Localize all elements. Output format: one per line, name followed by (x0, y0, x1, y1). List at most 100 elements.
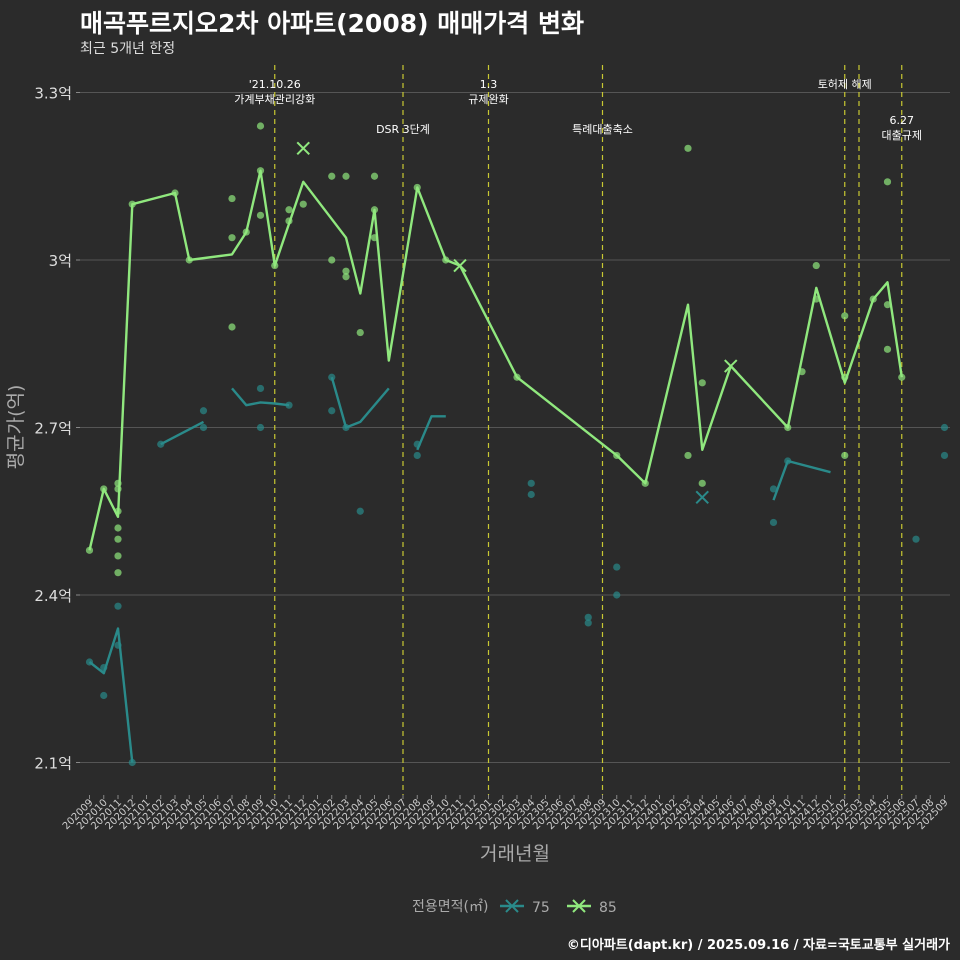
x-marker-stroke (296, 141, 310, 156)
data-point-75 (584, 613, 592, 621)
data-point-85 (370, 206, 379, 214)
data-point-85 (285, 206, 293, 214)
legend-label: 75 (532, 900, 550, 916)
data-point-75 (527, 490, 535, 499)
y-tick-label: 2.7억 (34, 419, 72, 437)
data-point-75 (157, 440, 165, 448)
event-label: '21.10.26 가계부채관리강화 (234, 78, 315, 106)
event-label: 6.27 대출규제 (882, 114, 922, 142)
series-points (85, 122, 949, 767)
data-point-85 (228, 234, 236, 242)
data-point-85 (812, 295, 820, 303)
x-marker-stroke (453, 258, 467, 273)
event-label: 특례대출축소 (572, 123, 633, 136)
data-point-85 (114, 479, 122, 487)
data-point-85 (271, 261, 279, 270)
data-point-85 (242, 228, 250, 236)
data-point-85 (413, 183, 421, 192)
data-point-75 (769, 485, 778, 493)
data-point-85 (869, 295, 877, 303)
data-point-85 (114, 507, 122, 515)
event-label: 1.3 규제완화 (468, 78, 508, 106)
data-point-75 (256, 423, 265, 432)
y-axis-label: 평균가(억) (5, 385, 27, 470)
data-point-85 (228, 194, 236, 203)
event-label-line: '21.10.26 (249, 78, 301, 91)
legend-title: 전용면적(㎡) (412, 899, 488, 915)
data-point-85 (613, 451, 621, 460)
data-point-75 (199, 423, 208, 432)
y-tick-label: 3억 (49, 252, 72, 270)
data-point-75 (356, 507, 364, 515)
data-point-75 (613, 563, 621, 571)
data-point-75 (769, 518, 778, 527)
series-line-75 (88, 627, 134, 763)
data-point-85 (256, 167, 265, 175)
y-axis-ticks: 2.1억 2.4억 2.7억 3억 3.3억 (34, 85, 80, 772)
data-point-85 (883, 345, 892, 353)
data-point-85 (114, 524, 122, 532)
data-point-85 (784, 423, 792, 432)
event-label-line: 6.27 (890, 114, 915, 127)
data-point-85 (85, 546, 94, 554)
series-line-75 (160, 420, 205, 446)
data-point-75 (342, 423, 350, 432)
data-point-85 (684, 451, 692, 460)
data-point-75 (114, 602, 122, 610)
data-point-75 (527, 479, 535, 487)
x-axis-label: 거래년월 (480, 843, 550, 865)
data-point-85 (328, 172, 336, 180)
grid-lines (80, 92, 950, 763)
data-point-85 (185, 256, 193, 264)
data-point-85 (128, 200, 136, 208)
data-point-75 (584, 619, 592, 627)
legend-item-75: 75 (500, 899, 550, 916)
data-point-85 (342, 267, 350, 275)
data-point-85 (883, 301, 892, 309)
series-line-85 (88, 169, 903, 551)
data-point-75 (912, 535, 920, 543)
legend-item-85: 85 (567, 899, 617, 916)
data-point-85 (798, 368, 806, 376)
source-caption: ©디아파트(dapt.kr) / 2025.09.16 / 자료=국토교통부 실… (566, 938, 950, 953)
data-point-85 (684, 144, 692, 152)
legend-swatch-x (572, 899, 586, 913)
series-lines (88, 169, 903, 763)
data-point-75 (940, 451, 949, 460)
x-marker-stroke (695, 490, 709, 504)
data-point-75 (128, 758, 136, 767)
legend-label: 85 (599, 900, 617, 916)
x-marker-stroke (724, 359, 738, 373)
data-point-85 (256, 211, 265, 219)
data-point-85 (299, 200, 307, 208)
y-tick-label: 3.3억 (34, 85, 72, 103)
x-marker-75 (695, 490, 709, 504)
data-point-75 (613, 591, 621, 599)
data-point-85 (342, 273, 350, 281)
data-point-75 (285, 401, 293, 409)
event-label-line: 가계부채관리강화 (234, 93, 315, 106)
data-point-75 (328, 373, 336, 381)
series-line-75 (772, 459, 831, 501)
data-point-85 (356, 328, 364, 337)
y-tick-label: 2.1억 (34, 754, 72, 772)
event-label-line: 특례대출축소 (572, 123, 633, 136)
data-point-85 (698, 379, 706, 387)
chart-subtitle: 최근 5개년 한정 (80, 41, 176, 57)
x-marker-85 (296, 141, 310, 156)
legend: 전용면적(㎡) 75 85 (412, 899, 617, 916)
event-label-line: 대출규제 (882, 129, 922, 142)
data-point-75 (328, 407, 336, 415)
data-point-85 (228, 323, 236, 331)
x-axis-ticks: 2020092020102020112020122021012021022021… (61, 795, 951, 832)
x-marker-85 (724, 359, 738, 373)
data-point-85 (442, 256, 450, 264)
event-label: 토허제 해제 (818, 77, 872, 91)
event-label-line: 1.3 (480, 78, 498, 91)
data-point-85 (285, 217, 293, 225)
data-point-85 (513, 373, 521, 381)
data-point-75 (100, 691, 108, 700)
chart-title: 매곡푸르지오2차 아파트(2008) 매매가격 변화 (80, 9, 584, 38)
